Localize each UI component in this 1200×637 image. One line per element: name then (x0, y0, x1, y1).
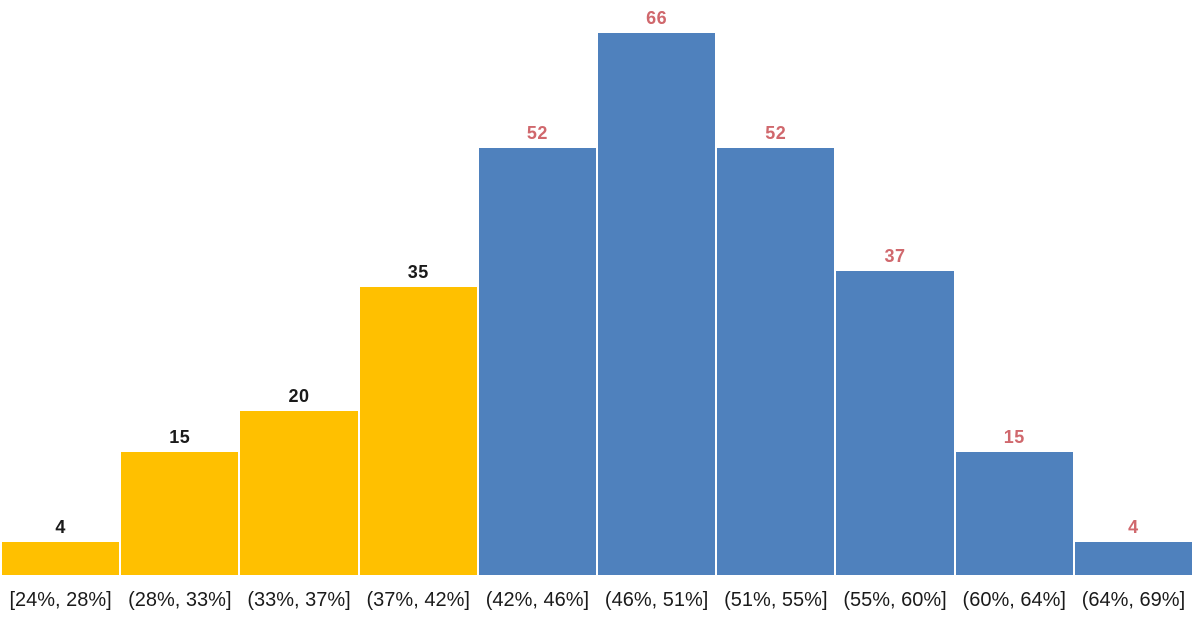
histogram-chart: 4 15 20 35 52 66 52 37 15 4 [24%, 28%] (28%, 33%] (… (1, 0, 1194, 612)
bar-value-label: 66 (646, 8, 668, 28)
bar-column-5: 52 (477, 0, 598, 575)
bar-value-label: 15 (1003, 427, 1025, 447)
bar (120, 452, 240, 575)
x-axis-label: (60%, 64%] (962, 589, 1066, 611)
bar-value-label: 4 (55, 517, 66, 537)
bar-column-10: 4 (1073, 0, 1194, 575)
bar (358, 287, 478, 575)
bar (477, 148, 598, 575)
bar (597, 33, 717, 575)
x-axis-label: (64%, 69%] (1081, 589, 1186, 611)
bar-value-label: 4 (1128, 517, 1139, 537)
x-axis-label: (37%, 42%] (366, 589, 470, 611)
bar (239, 411, 359, 575)
bar-column-9: 15 (954, 0, 1074, 575)
bar-value-label: 20 (288, 386, 310, 406)
bar-value-label: 52 (526, 123, 548, 143)
x-axis-label: (33%, 37%] (247, 589, 351, 611)
x-axis: [24%, 28%] (28%, 33%] (33%, 37%] (37%, 42%]… (1, 575, 1193, 612)
bar (716, 148, 836, 575)
bar (954, 452, 1074, 575)
x-axis-label: (42%, 46%] (485, 589, 590, 611)
bar-column-8: 37 (835, 0, 955, 575)
bar-column-6: 66 (597, 0, 717, 575)
bar-value-label: 52 (765, 123, 787, 143)
bar (1073, 542, 1194, 575)
bar-column-4: 35 (358, 0, 478, 575)
x-axis-label: (51%, 55%] (724, 589, 828, 611)
bar-value-label: 15 (169, 427, 191, 447)
bar-column-7: 52 (716, 0, 836, 575)
x-axis-label: [24%, 28%] (9, 589, 112, 611)
bar-value-label: 37 (884, 246, 906, 266)
bar-column-3: 20 (239, 0, 359, 575)
plot-area: 4 15 20 35 52 66 52 37 15 4 (1, 0, 1194, 575)
bar-column-1: 4 (1, 0, 121, 575)
bar (1, 542, 121, 575)
bar-value-label: 35 (407, 262, 429, 282)
x-axis-label: (55%, 60%] (843, 589, 947, 611)
x-axis-label: (28%, 33%] (128, 589, 232, 611)
bar (835, 271, 955, 575)
x-axis-label: (46%, 51%] (604, 589, 709, 611)
bar-column-2: 15 (120, 0, 240, 575)
